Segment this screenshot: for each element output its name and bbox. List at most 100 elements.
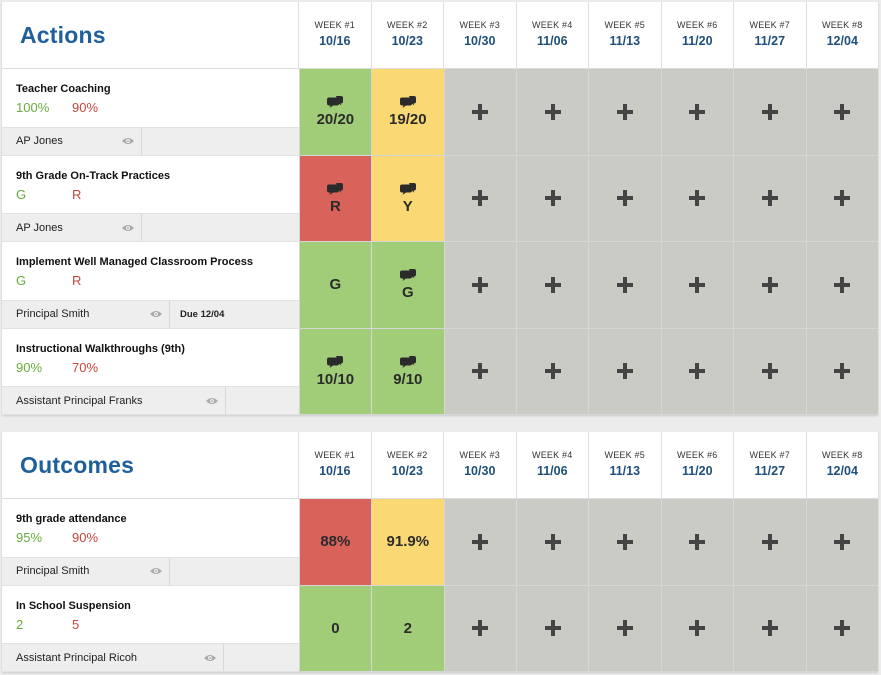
eye-icon[interactable] xyxy=(142,557,170,585)
add-entry-button[interactable] xyxy=(660,585,734,672)
score-cell[interactable]: G xyxy=(371,242,444,329)
add-entry-button[interactable] xyxy=(443,328,516,415)
add-entry-button[interactable] xyxy=(443,499,516,586)
add-icon xyxy=(689,620,706,637)
add-icon xyxy=(617,103,634,120)
add-entry-button[interactable] xyxy=(733,499,806,586)
add-entry-button[interactable] xyxy=(733,69,806,156)
add-entry-button[interactable] xyxy=(588,328,661,415)
week-column-header: WEEK #2 10/23 xyxy=(370,432,444,499)
add-entry-button[interactable] xyxy=(805,328,879,415)
add-entry-button[interactable] xyxy=(733,155,806,242)
add-entry-button[interactable] xyxy=(443,69,516,156)
row-title[interactable]: Instructional Walkthroughs (9th) xyxy=(16,342,185,355)
week-label: WEEK #8 xyxy=(822,20,863,30)
score-cell[interactable]: R xyxy=(298,155,372,242)
add-entry-button[interactable] xyxy=(805,69,879,156)
add-entry-button[interactable] xyxy=(443,585,516,672)
score-cell[interactable]: 2 xyxy=(371,585,444,672)
score-cell[interactable]: 91.9% xyxy=(371,499,444,586)
row-info-main[interactable]: In School Suspension 2 5 xyxy=(2,585,299,643)
score-value: R xyxy=(329,197,341,215)
add-entry-button[interactable] xyxy=(660,155,734,242)
add-entry-button[interactable] xyxy=(805,585,879,672)
add-icon xyxy=(761,620,778,637)
comment-icon[interactable] xyxy=(327,95,344,109)
add-entry-button[interactable] xyxy=(733,585,806,672)
row-info: Instructional Walkthroughs (9th) 90% 70% As… xyxy=(2,328,299,415)
add-icon xyxy=(834,533,851,550)
score-cell[interactable]: 19/20 xyxy=(371,69,444,156)
add-entry-button[interactable] xyxy=(805,499,879,586)
add-entry-button[interactable] xyxy=(515,499,589,586)
add-entry-button[interactable] xyxy=(660,328,734,415)
comment-icon[interactable] xyxy=(327,355,344,369)
score-cell[interactable]: Y xyxy=(371,155,444,242)
add-entry-button[interactable] xyxy=(660,69,734,156)
add-entry-button[interactable] xyxy=(588,499,661,586)
score-value: G xyxy=(401,284,414,302)
week-column-header: WEEK #6 11/20 xyxy=(660,432,734,499)
add-entry-button[interactable] xyxy=(515,155,589,242)
action-row: 9th Grade On-Track Practices G R AP Jones R Y xyxy=(2,155,879,242)
score-cell[interactable]: 0 xyxy=(298,585,372,672)
eye-icon[interactable] xyxy=(198,387,226,414)
row-info: 9th Grade On-Track Practices G R AP Jones xyxy=(2,155,299,242)
add-entry-button[interactable] xyxy=(733,328,806,415)
add-icon xyxy=(689,103,706,120)
add-entry-button[interactable] xyxy=(588,155,661,242)
score-value: 0 xyxy=(331,619,340,637)
eye-icon[interactable] xyxy=(114,127,142,155)
score-cell[interactable]: 88% xyxy=(298,499,372,586)
week-label: WEEK #1 xyxy=(314,20,355,30)
add-icon xyxy=(617,276,634,293)
row-title[interactable]: Implement Well Managed Classroom Process xyxy=(16,256,253,268)
comment-icon[interactable] xyxy=(399,182,416,196)
row-title[interactable]: 9th grade attendance xyxy=(16,513,127,525)
comment-icon[interactable] xyxy=(327,182,344,196)
target-value: G xyxy=(16,273,27,288)
score-cell[interactable]: 9/10 xyxy=(371,328,444,415)
score-cell[interactable]: G xyxy=(298,242,372,329)
week-date: 12/04 xyxy=(826,34,858,48)
add-entry-button[interactable] xyxy=(515,242,589,329)
row-info-main[interactable]: Instructional Walkthroughs (9th) 90% 70% xyxy=(2,328,299,386)
add-entry-button[interactable] xyxy=(588,242,661,329)
owner-name: Principal Smith xyxy=(16,308,90,320)
row-info-main[interactable]: 9th grade attendance 95% 90% xyxy=(2,499,299,557)
eye-icon[interactable] xyxy=(114,214,142,241)
add-entry-button[interactable] xyxy=(443,155,516,242)
comment-icon[interactable] xyxy=(399,355,416,369)
row-info-main[interactable]: 9th Grade On-Track Practices G R xyxy=(2,155,299,213)
eye-icon[interactable] xyxy=(196,644,224,671)
add-icon xyxy=(834,276,851,293)
score-cell[interactable]: 10/10 xyxy=(298,328,372,415)
row-title[interactable]: In School Suspension xyxy=(16,599,131,612)
row-title[interactable]: Teacher Coaching xyxy=(16,83,111,95)
add-entry-button[interactable] xyxy=(660,242,734,329)
add-entry-button[interactable] xyxy=(805,242,879,329)
score-value: 91.9% xyxy=(386,533,430,551)
score-cell[interactable]: 20/20 xyxy=(298,69,372,156)
row-info: Teacher Coaching 100% 90% AP Jones xyxy=(2,69,299,156)
week-date: 10/16 xyxy=(319,34,351,48)
add-entry-button[interactable] xyxy=(660,499,734,586)
add-entry-button[interactable] xyxy=(805,155,879,242)
eye-icon[interactable] xyxy=(142,300,170,328)
add-entry-button[interactable] xyxy=(515,328,589,415)
add-entry-button[interactable] xyxy=(515,585,589,672)
comment-icon[interactable] xyxy=(399,268,416,282)
row-info-main[interactable]: Teacher Coaching 100% 90% xyxy=(2,69,299,127)
add-entry-button[interactable] xyxy=(588,69,661,156)
add-entry-button[interactable] xyxy=(733,242,806,329)
add-entry-button[interactable] xyxy=(515,69,589,156)
add-entry-button[interactable] xyxy=(588,585,661,672)
add-entry-button[interactable] xyxy=(443,242,516,329)
add-icon xyxy=(689,190,706,207)
row-title[interactable]: 9th Grade On-Track Practices xyxy=(16,169,171,182)
comment-icon[interactable] xyxy=(399,95,416,109)
target-value: 90% xyxy=(16,359,43,375)
row-owner-bar: AP Jones xyxy=(2,126,299,155)
row-info-main[interactable]: Implement Well Managed Classroom Process… xyxy=(2,242,299,300)
week-column-header: WEEK #7 11/27 xyxy=(733,432,806,499)
